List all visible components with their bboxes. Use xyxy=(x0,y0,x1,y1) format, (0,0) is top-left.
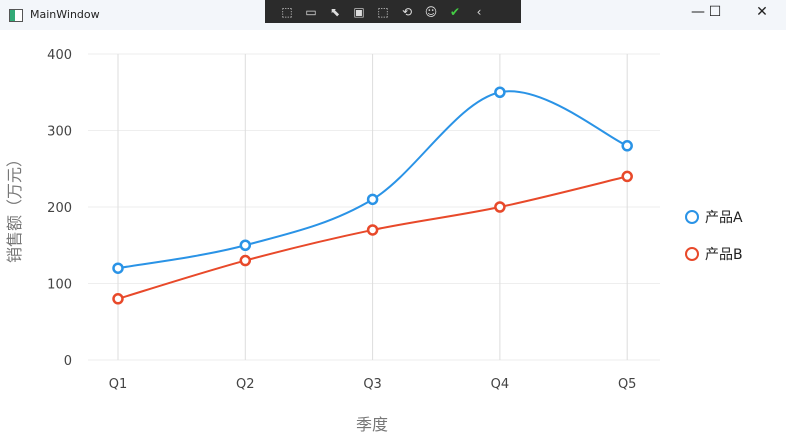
legend-label: 产品A xyxy=(705,210,743,226)
y-tick-label: 100 xyxy=(47,278,72,293)
x-tick-label: Q1 xyxy=(109,377,128,392)
pointer-icon[interactable]: ⬉ xyxy=(329,4,341,19)
close-button[interactable]: ✕ xyxy=(756,4,768,20)
legend-label: 产品B xyxy=(705,247,743,263)
data-point[interactable] xyxy=(494,201,506,213)
maximize-button[interactable]: ☐ xyxy=(708,4,722,20)
hot-reload-icon[interactable]: ⟲ xyxy=(401,4,413,19)
select-element-icon[interactable]: ⬚ xyxy=(281,4,293,19)
legend-marker xyxy=(685,210,699,224)
data-point[interactable] xyxy=(366,193,379,206)
data-point[interactable] xyxy=(494,86,506,98)
data-point[interactable] xyxy=(621,140,633,152)
x-tick-label: Q2 xyxy=(236,377,255,392)
y-tick-label: 200 xyxy=(47,201,72,216)
x-tick-label: Q5 xyxy=(618,377,637,392)
y-tick-label: 300 xyxy=(47,125,72,140)
y-axis-label: 销售额（万元） xyxy=(5,151,24,263)
app-icon xyxy=(9,9,23,22)
data-point[interactable] xyxy=(112,293,124,305)
x-axis-label: 季度 xyxy=(356,415,388,434)
y-tick-label: 0 xyxy=(64,354,72,369)
check-icon[interactable]: ✔ xyxy=(449,4,461,19)
chart: 0 100 200 300 400 Q1 Q2 Q3 Q4 Q5 季度 销售额（万元） 产品A 产品B xyxy=(5,48,743,434)
title-bar: MainWindow ⬚ ▭ ⬉ ▣ ⬚ ⟲ ☺ ✔ ‹ — ☐ ✕ xyxy=(0,0,786,30)
x-tick-label: Q4 xyxy=(491,377,510,392)
data-point[interactable] xyxy=(239,239,252,251)
accessibility-icon[interactable]: ☺ xyxy=(424,4,438,19)
data-point[interactable] xyxy=(112,262,124,274)
collapse-icon[interactable]: ‹ xyxy=(476,4,482,19)
data-point[interactable] xyxy=(621,170,633,183)
data-point[interactable] xyxy=(366,224,379,236)
frame-icon[interactable]: ▣ xyxy=(353,4,365,19)
y-tick-label: 400 xyxy=(47,48,72,63)
data-point[interactable] xyxy=(239,254,252,267)
legend-marker xyxy=(685,247,699,261)
x-tick-label: Q3 xyxy=(363,377,382,392)
xaml-debug-toolbar: ⬚ ▭ ⬉ ▣ ⬚ ⟲ ☺ ✔ ‹ xyxy=(265,0,521,23)
minimize-button[interactable]: — xyxy=(691,4,705,20)
window-title: MainWindow xyxy=(30,8,100,21)
record-icon[interactable]: ▭ xyxy=(305,4,317,19)
track-focus-icon[interactable]: ⬚ xyxy=(377,4,389,19)
